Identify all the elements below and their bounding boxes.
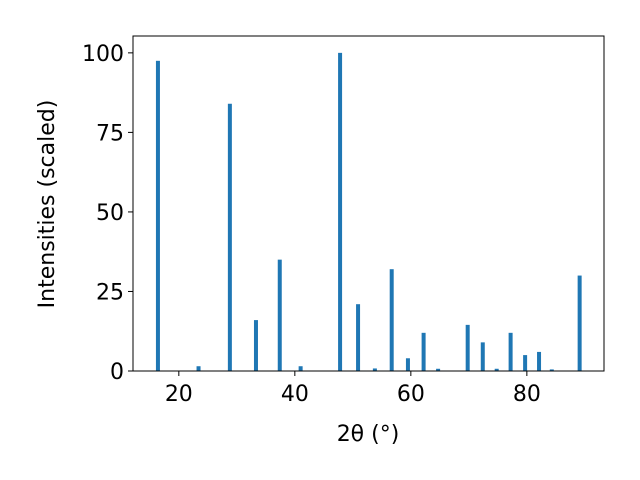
bar [196, 366, 201, 371]
bar [372, 368, 377, 371]
x-axis-label: 2θ (°) [337, 422, 400, 447]
x-tick-label: 60 [397, 382, 425, 407]
y-tick-label: 0 [110, 360, 124, 385]
x-tick-label: 20 [165, 382, 193, 407]
bar [277, 259, 282, 371]
bar [389, 269, 394, 371]
y-tick-label: 75 [96, 121, 124, 146]
bar [227, 103, 232, 371]
y-tick-label: 50 [96, 201, 124, 226]
plot-frame [132, 35, 605, 372]
bar [338, 52, 343, 371]
bar [494, 368, 499, 371]
bar [523, 355, 528, 371]
y-tick-label: 100 [82, 42, 124, 67]
y-tick-label: 25 [96, 280, 124, 305]
bar [298, 366, 303, 371]
x-tick-label: 80 [513, 382, 541, 407]
bar [421, 332, 426, 371]
bar [253, 320, 258, 371]
bar [508, 332, 513, 371]
bar [577, 275, 582, 371]
bar [465, 324, 470, 371]
bar [405, 358, 410, 371]
bar [356, 304, 361, 371]
x-tick-label: 40 [281, 382, 309, 407]
y-axis-label: Intensities (scaled) [35, 100, 60, 309]
bar [549, 369, 554, 371]
bar [480, 342, 485, 371]
bar [537, 351, 542, 371]
bar [436, 368, 441, 371]
bar [155, 60, 160, 371]
